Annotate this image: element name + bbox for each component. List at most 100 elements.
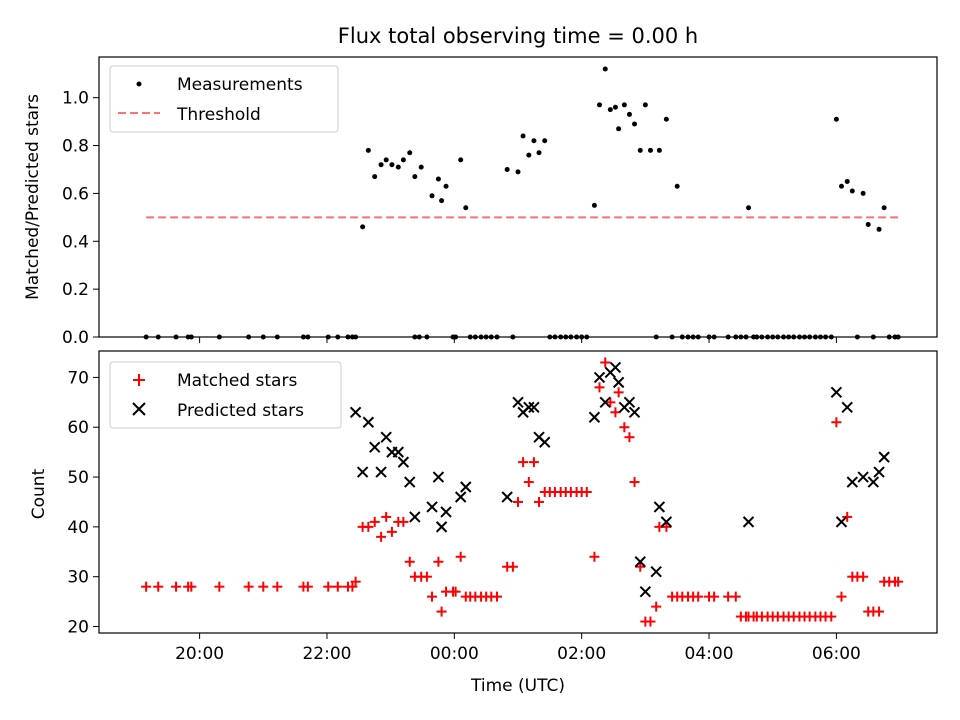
measurement-point [786,334,792,340]
measurement-point [260,334,266,340]
predicted-star-point [742,516,755,528]
matched-star-point [581,487,592,497]
predicted-star-point [841,401,853,414]
measurement-point [274,334,280,340]
matched-star-point [141,581,152,592]
x-tick-label: 22:00 [302,644,351,664]
measurement-point [802,334,808,340]
measurement-point [504,166,510,172]
matched-star-point [323,581,334,592]
predicted-star-point [523,401,535,414]
measurement-point [685,334,691,340]
measurement-point [738,334,744,340]
measurement-point [579,334,585,340]
measurement-point [881,205,887,211]
top-ylabel: Matched/Predicted stars [23,94,43,300]
predicted-star-point [628,406,641,418]
y-tick-label: 0.2 [62,280,89,300]
predicted-star-point [857,471,869,483]
measurement-point [876,226,882,232]
predicted-star-point [440,506,452,518]
y-tick-label: 20 [67,618,89,638]
matched-star-point [594,382,605,393]
measurement-point [886,334,892,340]
measurement-point [526,152,532,158]
measurement-point [632,121,638,127]
matched-star-point [605,397,616,408]
measurement-point [833,116,839,122]
bottom-axes: 20 30 40 50 60 70 20:00 22:00 00:00 02:00 04:00 06:… [67,350,938,664]
matched-star-point [381,511,392,522]
matched-star-point [629,477,640,488]
measurement-point [765,334,771,340]
measurement-point [823,334,829,340]
y-tick-label: 60 [67,418,89,438]
predicted-star-point [650,566,662,578]
measurement-point [791,334,797,340]
matched-star-point [450,586,461,597]
x-tick-label: 04:00 [685,644,734,664]
measurement-point [510,334,516,340]
predicted-star-point [432,471,445,483]
measurement-point [305,334,311,340]
predicted-star-point [653,501,666,513]
matched-star-point [534,496,545,507]
measurement-point [637,147,643,153]
measurement-point [663,116,669,122]
measurement-point [429,193,435,199]
measurement-point [591,202,597,208]
predicted-star-point [634,556,646,568]
measurement-point [574,334,580,340]
chart-title: Flux total observing time = 0.00 h [338,24,698,48]
measurement-point [246,334,252,340]
matched-star-point [214,581,225,592]
measurement-point [400,157,406,163]
matched-star-point [398,516,409,527]
legend-measurements-marker [136,81,142,87]
y-tick-label: 0.0 [62,328,89,348]
matched-star-point [826,611,837,622]
matched-star-point [624,432,635,443]
measurement-point [478,334,484,340]
measurement-point [743,334,749,340]
measurement-point [335,334,341,340]
measurement-point [435,176,441,182]
measurement-point [746,205,752,211]
predicted-star-point [435,521,448,533]
measurement-point [416,334,422,340]
measurement-point [383,157,389,163]
predicted-star-point [830,386,843,399]
x-tick-label: 06:00 [812,644,861,664]
measurement-point [725,334,731,340]
measurement-point [412,334,418,340]
measurement-point [706,334,712,340]
matched-star-point [842,511,853,522]
x-tick-label: 02:00 [557,644,606,664]
matched-star-point [610,407,621,418]
predicted-star-point [409,511,421,523]
matched-star-point [243,581,254,592]
predicted-star-point [528,401,540,414]
predicted-star-point [660,516,673,528]
measurement-point [844,178,850,184]
matched-star-point [386,526,397,537]
predicted-star-point [380,431,392,443]
measurement-point [597,102,603,108]
measurement-point [542,138,548,144]
matched-star-point [376,531,387,542]
predicted-star-point [501,491,513,503]
measurement-point [520,133,526,139]
matched-star-point [491,591,502,602]
predicted-star-point [609,361,622,374]
measurement-point [602,66,608,72]
measurement-point [558,334,564,340]
measurement-point [467,334,473,340]
measurement-point [547,334,553,340]
measurement-point [372,174,378,180]
measurement-point [424,334,430,340]
measurement-point [865,222,871,228]
predicted-star-point [623,396,636,409]
legend-matched-marker [133,374,145,386]
measurement-point [621,102,627,108]
measurement-point [412,174,418,180]
